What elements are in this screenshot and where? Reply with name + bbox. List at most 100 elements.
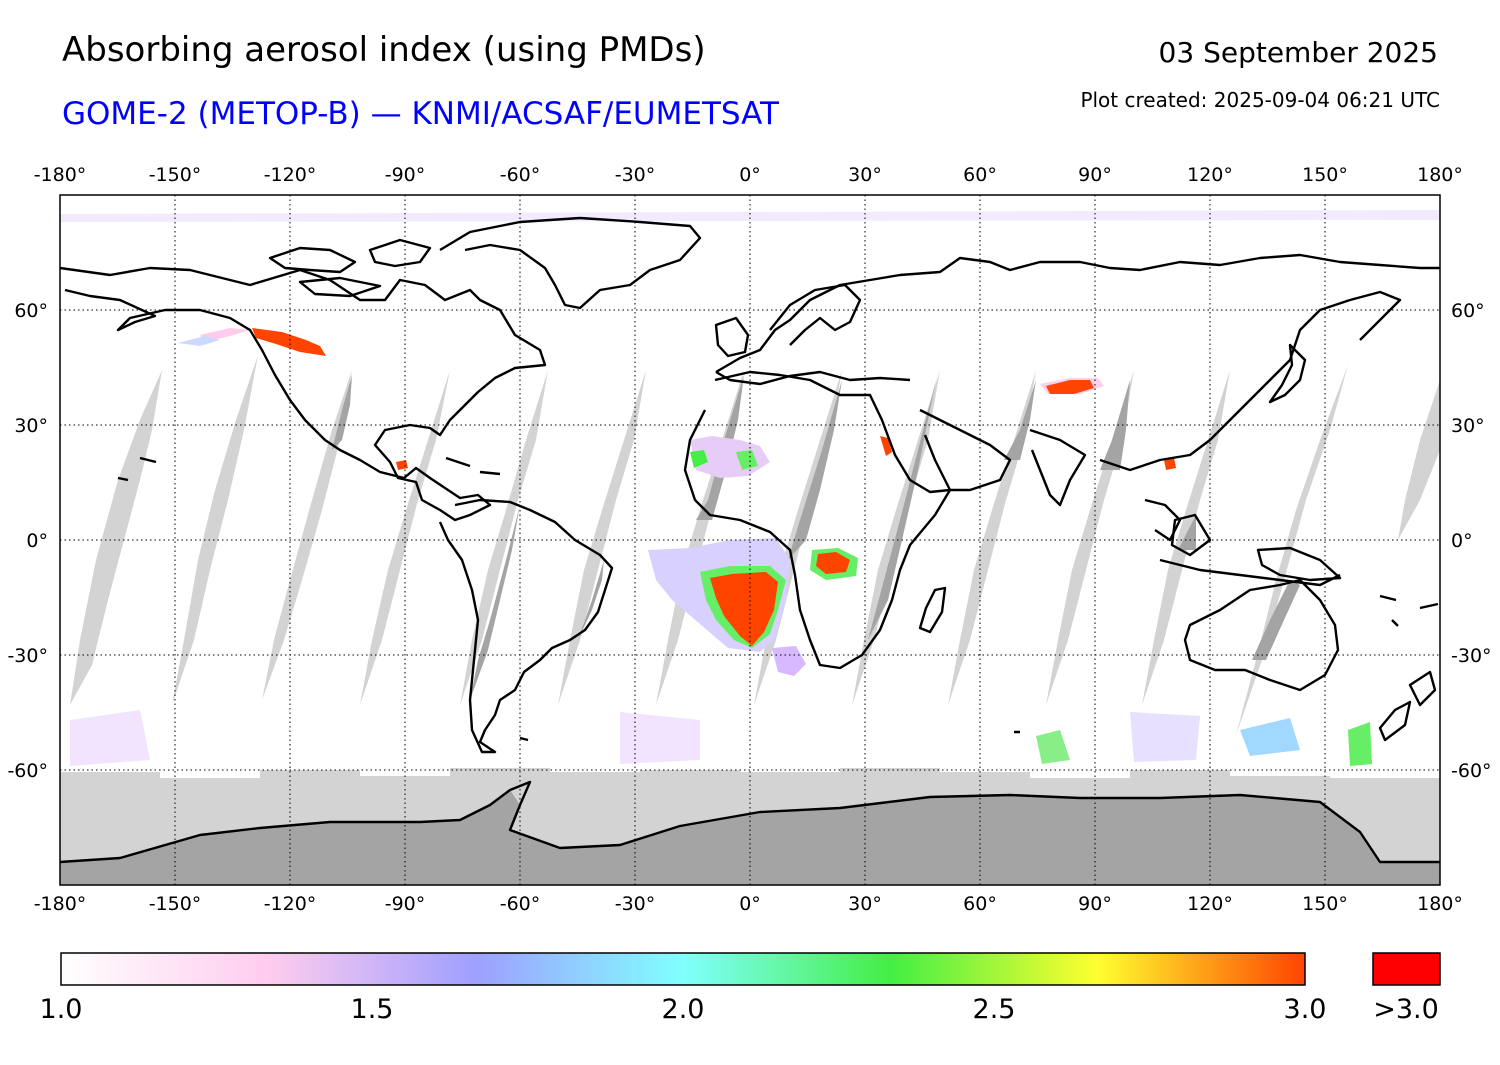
orbit-gap-stripe xyxy=(460,370,548,705)
axis-tick-labels: -180° -180° -150° -150° -120° -120° -90° -90° -6… xyxy=(7,164,1491,915)
aerosol-africa-west-green xyxy=(690,450,708,468)
aerosol-india-core xyxy=(1046,380,1094,394)
lon-tick-label-bottom: 30° xyxy=(848,893,882,915)
orbit-gap-stripe xyxy=(558,370,646,705)
coastline-europe xyxy=(715,253,1440,386)
orbit-gap-stripe xyxy=(172,355,258,705)
coastline-uk xyxy=(714,316,750,358)
lat-tick-label-right: -60° xyxy=(1451,760,1492,782)
lon-tick-label-top: -90° xyxy=(385,164,426,186)
lon-tick-label-bottom: 150° xyxy=(1302,893,1348,915)
lon-tick-label-top: -120° xyxy=(264,164,317,186)
lat-tick-label-right: 60° xyxy=(1451,300,1485,322)
orbit-gap-stripe xyxy=(1398,380,1440,540)
aerosol-congo-core xyxy=(816,552,850,574)
coastline-africa xyxy=(683,370,952,670)
coastline-east-asia xyxy=(1099,290,1402,542)
lat-tick-label-left: -30° xyxy=(7,645,48,667)
aerosol-red-sea xyxy=(880,436,892,456)
lon-tick-label-top: -150° xyxy=(149,164,202,186)
aerosol-yucatan xyxy=(396,460,408,470)
lat-tick-label-left: 30° xyxy=(14,415,48,437)
lon-tick-label-bottom: -30° xyxy=(615,893,656,915)
plot-created-timestamp: Plot created: 2025-09-04 06:21 UTC xyxy=(1080,88,1440,112)
aerosol-africa-west-green xyxy=(736,450,758,470)
lon-tick-label-top: 180° xyxy=(1417,164,1463,186)
lat-tick-label-right: 0° xyxy=(1451,530,1473,552)
lon-tick-label-bottom: 180° xyxy=(1417,893,1463,915)
orbit-gap-stripe xyxy=(262,370,352,700)
map-gridlines xyxy=(60,195,1440,885)
orbit-gap-over-land xyxy=(470,505,520,700)
coastline-antarctica xyxy=(60,780,1440,864)
orbit-gap-over-land xyxy=(1004,380,1036,460)
aerosol-southern-ocean-scatter xyxy=(1130,712,1200,762)
aerosol-southern-ocean-scatter xyxy=(70,710,150,766)
lon-tick-label-bottom: -180° xyxy=(34,893,87,915)
lon-tick-label-bottom: 0° xyxy=(739,893,761,915)
lon-tick-label-top: -180° xyxy=(34,164,87,186)
lon-tick-label-top: 30° xyxy=(848,164,882,186)
aerosol-southern-ocean xyxy=(1240,718,1300,756)
coastline-new-zealand xyxy=(1378,670,1437,742)
aerosol-angola-core xyxy=(710,572,778,646)
lon-tick-label-top: 90° xyxy=(1078,164,1112,186)
coastline-scandinavia xyxy=(769,283,862,346)
lon-tick-label-top: -30° xyxy=(615,164,656,186)
lat-tick-label-left: 0° xyxy=(26,530,48,552)
coastline-australia xyxy=(1183,578,1340,692)
lat-tick-label-left: 60° xyxy=(14,300,48,322)
lon-tick-label-top: 0° xyxy=(739,164,761,186)
coastline-small-islands xyxy=(117,456,1439,742)
aerosol-plume-canada xyxy=(252,328,326,356)
colorbar-tick-label: 1.5 xyxy=(350,994,394,1025)
coastline-madagascar xyxy=(918,586,947,634)
map-subtitle: GOME-2 (METOP-B) — KNMI/ACSAF/EUMETSAT xyxy=(62,96,779,132)
aerosol-south-atlantic xyxy=(772,646,806,676)
aerosol-indochina xyxy=(1164,458,1176,470)
colorbar-tick-label: 3.0 xyxy=(1283,994,1327,1025)
coastline-arabia xyxy=(919,408,1012,492)
colorbar xyxy=(60,952,1306,986)
aerosol-southern-ocean xyxy=(1036,730,1070,764)
aerosol-plume-pacific xyxy=(178,336,220,346)
lon-tick-label-bottom: 60° xyxy=(963,893,997,915)
lon-tick-label-bottom: -120° xyxy=(264,893,317,915)
lon-tick-label-top: 120° xyxy=(1187,164,1233,186)
map-frame xyxy=(59,194,1441,886)
lon-tick-label-bottom: -150° xyxy=(149,893,202,915)
coastlines xyxy=(60,216,1440,864)
colorbar-over-label: >3.0 xyxy=(1373,994,1439,1025)
orbit-gap-over-land xyxy=(788,380,842,560)
lon-tick-label-top: 150° xyxy=(1302,164,1348,186)
colorbar-over-swatch xyxy=(1372,952,1441,986)
lon-tick-label-bottom: -60° xyxy=(500,893,541,915)
lon-tick-label-bottom: -90° xyxy=(385,893,426,915)
colorbar-tick-label: 2.5 xyxy=(972,994,1016,1025)
lon-tick-label-top: 60° xyxy=(963,164,997,186)
lon-tick-label-bottom: 120° xyxy=(1187,893,1233,915)
colorbar-tick-label: 2.0 xyxy=(661,994,705,1025)
coastline-north-america xyxy=(60,266,547,522)
map-content xyxy=(60,195,1440,885)
map-title: Absorbing aerosol index (using PMDs) xyxy=(62,30,706,70)
orbit-gap-over-land xyxy=(1178,515,1196,550)
coastline-greenland xyxy=(439,216,702,310)
lon-tick-label-top: -60° xyxy=(500,164,541,186)
orbit-gap-over-land xyxy=(1100,380,1130,470)
lat-tick-label-right: 30° xyxy=(1451,415,1485,437)
orbit-gap-over-land xyxy=(332,375,352,450)
orbit-gap-over-land xyxy=(1252,580,1300,660)
aerosol-southern-ocean xyxy=(1348,722,1372,766)
coastline-india xyxy=(1029,428,1087,507)
aerosol-southern-ocean-scatter xyxy=(620,712,700,764)
lat-tick-label-left: -60° xyxy=(7,760,48,782)
orbit-gap-stripe xyxy=(70,370,162,705)
coastline-japan xyxy=(1268,343,1307,404)
observation-date: 03 September 2025 xyxy=(1158,36,1438,69)
orbit-gap-over-land xyxy=(696,375,744,520)
coastline-arctic-islands xyxy=(268,238,432,298)
lat-tick-label-right: -30° xyxy=(1451,645,1492,667)
lon-tick-label-bottom: 90° xyxy=(1078,893,1112,915)
